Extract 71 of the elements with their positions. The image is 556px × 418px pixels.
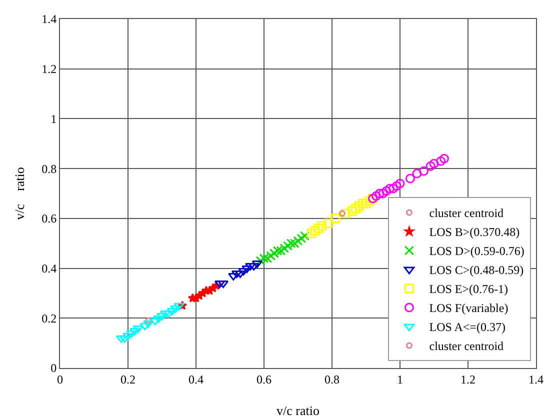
point — [119, 335, 130, 343]
y-tick-label: 0.8 — [42, 162, 57, 176]
x-tick-label: 0.6 — [256, 372, 272, 386]
point — [395, 178, 405, 188]
point — [388, 184, 398, 194]
point — [238, 268, 249, 276]
point — [330, 214, 340, 224]
point — [242, 266, 252, 274]
legend-label: cluster centroid — [429, 339, 504, 354]
x-tick-label: 1.2 — [460, 372, 476, 386]
point — [392, 181, 402, 191]
point — [378, 188, 388, 198]
point — [338, 210, 346, 217]
point — [354, 201, 364, 211]
point — [426, 161, 436, 171]
legend-label: LOS C>(0.48-0.59) — [429, 263, 524, 278]
y-tick-label: 1 — [50, 112, 57, 126]
legend-label: LOS B>(0.370.48) — [429, 225, 520, 240]
point — [412, 168, 422, 178]
legend-label: LOS A<=(0.37) — [429, 320, 506, 334]
legend-label: LOS D>(0.59-0.76) — [429, 244, 524, 258]
point — [382, 186, 392, 196]
y-tick-label: 0.2 — [42, 311, 57, 326]
x-tick-label: 1 — [397, 372, 403, 386]
x-tick-label: 0.2 — [120, 372, 136, 386]
point — [306, 228, 316, 238]
point — [145, 317, 152, 324]
y-tick-label: 0.6 — [42, 212, 57, 226]
point — [122, 332, 134, 340]
point — [143, 320, 154, 328]
x-tick-label: 1.4 — [528, 372, 544, 386]
point — [340, 208, 350, 218]
point — [245, 263, 256, 271]
point — [358, 198, 368, 208]
point — [405, 174, 415, 184]
y-tick-label: 0 — [50, 361, 57, 376]
legend-label: LOS F(variable) — [429, 301, 508, 316]
x-tick-label: 0.8 — [324, 372, 340, 386]
point — [296, 234, 306, 244]
point — [419, 166, 429, 176]
legend-label: cluster centroid — [429, 206, 504, 220]
point — [170, 305, 181, 313]
point — [385, 184, 395, 194]
y-tick-label: 1.2 — [42, 62, 57, 76]
point — [324, 218, 334, 228]
y-tick-label: 1.4 — [42, 12, 57, 26]
legend-label: LOS E>(0.76-1) — [429, 282, 508, 296]
point — [228, 273, 239, 281]
point — [436, 156, 446, 166]
point — [314, 224, 324, 234]
point — [300, 231, 310, 241]
point — [439, 154, 449, 164]
point — [140, 322, 150, 330]
point — [160, 310, 171, 318]
point — [126, 330, 137, 338]
x-tick-label: 0.4 — [188, 372, 204, 386]
point — [348, 206, 358, 216]
point — [310, 226, 320, 236]
point — [361, 198, 371, 208]
x-axis-title: v/c ratio — [276, 403, 320, 418]
point — [429, 158, 439, 168]
y-tick-label: 0.4 — [42, 261, 57, 276]
point — [156, 312, 168, 320]
point — [317, 221, 327, 231]
point — [364, 196, 374, 206]
point — [371, 191, 381, 201]
point — [174, 302, 184, 310]
point — [374, 188, 384, 198]
y-axis-title: v/c ratio — [12, 167, 27, 220]
point — [351, 204, 361, 214]
point — [153, 315, 164, 323]
